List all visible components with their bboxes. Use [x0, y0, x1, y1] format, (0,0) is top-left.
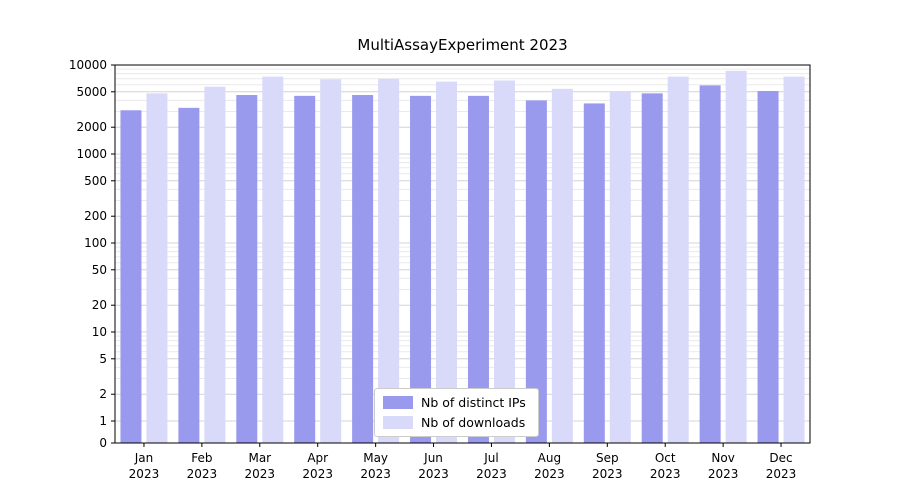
x-tick-label-year: 2023 [187, 467, 218, 481]
bar-downloads-nov [725, 70, 747, 443]
bar-distinct-ips-feb [178, 107, 200, 443]
bar-downloads-aug [551, 88, 573, 443]
bar-downloads-jan [146, 93, 168, 443]
x-tick-label-month: May [363, 451, 388, 465]
x-tick-label-month: Nov [711, 451, 734, 465]
x-tick-label-year: 2023 [245, 467, 276, 481]
x-tick-label-month: Oct [655, 451, 676, 465]
y-tick-label: 1 [99, 414, 107, 428]
y-tick-label: 500 [84, 174, 107, 188]
x-tick-label-year: 2023 [476, 467, 507, 481]
legend-swatch-distinct-ips [383, 396, 413, 409]
bar-distinct-ips-oct [641, 93, 663, 443]
legend-item-distinct-ips: Nb of distinct IPs [383, 395, 526, 410]
bar-downloads-may [378, 78, 400, 443]
x-tick-label-month: Jun [423, 451, 443, 465]
y-tick-label: 10000 [69, 58, 107, 72]
bar-distinct-ips-jul [467, 95, 489, 444]
x-tick-label-month: Jul [483, 451, 498, 465]
y-tick-label: 5000 [76, 85, 107, 99]
bar-distinct-ips-jan [120, 110, 142, 444]
bar-distinct-ips-sep [583, 103, 605, 443]
legend-swatch-downloads [383, 416, 413, 429]
x-axis: Jan 2023 Feb 2023 Mar 2023 Apr 2023 May 2023 Jun 20… [129, 443, 797, 481]
bars [120, 70, 805, 444]
x-tick-label-month: Apr [307, 451, 328, 465]
bar-downloads-feb [204, 86, 226, 443]
y-tick-label: 0 [99, 436, 107, 450]
y-tick-label: 2 [99, 387, 107, 401]
x-tick-label-month: Sep [596, 451, 619, 465]
bar-downloads-apr [320, 79, 342, 443]
bar-downloads-oct [667, 76, 689, 444]
x-tick-label-year: 2023 [418, 467, 449, 481]
bar-distinct-ips-nov [699, 85, 721, 444]
x-tick-label-month: Dec [769, 451, 792, 465]
y-tick-label: 50 [92, 263, 107, 277]
bar-downloads-mar [262, 76, 284, 444]
y-tick-label: 20 [92, 298, 107, 312]
x-tick-label-year: 2023 [766, 467, 797, 481]
bar-distinct-ips-mar [236, 95, 258, 443]
x-tick-label-month: Aug [538, 451, 561, 465]
y-tick-label: 5 [99, 352, 107, 366]
y-tick-label: 10 [92, 325, 107, 339]
bar-downloads-dec [783, 76, 805, 444]
x-tick-label-year: 2023 [534, 467, 565, 481]
x-tick-label-year: 2023 [650, 467, 681, 481]
legend: Nb of distinct IPs Nb of downloads [374, 388, 539, 437]
x-tick-label-year: 2023 [708, 467, 739, 481]
x-tick-label-year: 2023 [360, 467, 391, 481]
bar-distinct-ips-may [352, 95, 374, 443]
legend-label-downloads: Nb of downloads [421, 415, 526, 430]
bar-distinct-ips-dec [757, 91, 779, 444]
bar-downloads-jun [436, 81, 458, 444]
bar-distinct-ips-jun [410, 95, 432, 444]
y-tick-label: 2000 [76, 120, 107, 134]
x-tick-label-year: 2023 [129, 467, 160, 481]
chart-title: MultiAssayExperiment 2023 [357, 36, 568, 54]
x-tick-label-month: Jan [134, 451, 154, 465]
y-tick-label: 1000 [76, 147, 107, 161]
x-tick-label-month: Mar [248, 451, 271, 465]
y-tick-label: 200 [84, 209, 107, 223]
legend-label-distinct-ips: Nb of distinct IPs [421, 395, 526, 410]
x-tick-label-year: 2023 [592, 467, 623, 481]
bar-downloads-sep [609, 91, 631, 444]
bar-distinct-ips-apr [294, 95, 316, 444]
bar-downloads-jul [493, 80, 515, 443]
bar-distinct-ips-aug [525, 100, 547, 444]
x-tick-label-year: 2023 [302, 467, 333, 481]
legend-item-downloads: Nb of downloads [383, 415, 526, 430]
y-tick-label: 100 [84, 236, 107, 250]
x-tick-label-month: Feb [191, 451, 212, 465]
y-axis: 0 1 2 5 10 20 50 100 200 500 1000 2000 5000 10000 [69, 58, 115, 450]
plot-border [114, 64, 811, 444]
